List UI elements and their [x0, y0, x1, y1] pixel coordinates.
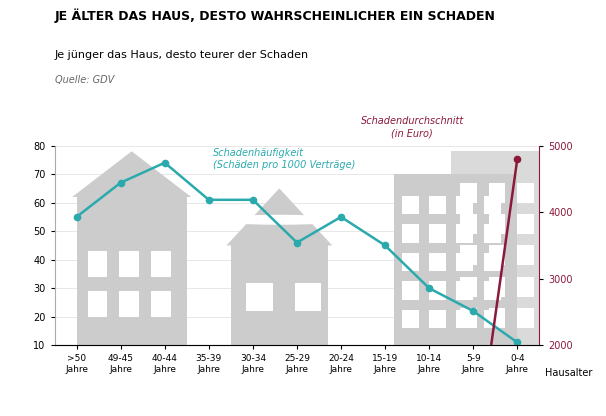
Bar — [488, 183, 505, 203]
Bar — [456, 196, 473, 214]
Bar — [402, 253, 419, 271]
Bar — [484, 253, 501, 271]
Bar — [518, 308, 534, 328]
Bar — [518, 245, 534, 265]
Bar — [460, 245, 477, 265]
Bar — [151, 251, 171, 277]
Bar — [456, 281, 473, 300]
Polygon shape — [227, 188, 332, 245]
Bar — [429, 310, 446, 328]
Bar — [231, 245, 328, 345]
Bar — [402, 196, 419, 214]
Bar — [429, 281, 446, 300]
Bar — [484, 196, 501, 214]
Text: Schadenhäufigkeit
(Schäden pro 1000 Verträge): Schadenhäufigkeit (Schäden pro 1000 Vert… — [213, 149, 356, 170]
Bar — [488, 245, 505, 265]
Bar — [518, 183, 534, 203]
Bar — [402, 281, 419, 300]
Text: Je jünger das Haus, desto teurer der Schaden: Je jünger das Haus, desto teurer der Sch… — [55, 50, 308, 60]
Bar — [488, 308, 505, 328]
Bar — [484, 281, 501, 300]
Bar — [246, 282, 273, 311]
Bar — [151, 291, 171, 317]
Bar — [488, 214, 505, 234]
Bar — [460, 183, 477, 203]
Bar — [402, 224, 419, 243]
Bar — [460, 214, 477, 234]
Bar — [88, 251, 107, 277]
Bar — [518, 277, 534, 297]
Text: JE ÄLTER DAS HAUS, DESTO WAHRSCHEINLICHER EIN SCHADEN: JE ÄLTER DAS HAUS, DESTO WAHRSCHEINLICHE… — [55, 8, 496, 23]
Bar — [295, 282, 321, 311]
Bar — [88, 291, 107, 317]
Text: Hausalter: Hausalter — [545, 368, 593, 378]
Bar — [460, 308, 477, 328]
Bar — [451, 151, 553, 345]
Bar — [402, 310, 419, 328]
Bar — [456, 310, 473, 328]
Bar — [488, 277, 505, 297]
Text: Quelle: GDV: Quelle: GDV — [55, 75, 114, 85]
Bar — [484, 224, 501, 243]
Circle shape — [213, 215, 345, 224]
Bar — [460, 277, 477, 297]
Bar — [119, 291, 139, 317]
Bar — [429, 196, 446, 214]
Bar — [429, 224, 446, 243]
Bar — [518, 214, 534, 234]
Bar — [76, 197, 187, 345]
Bar — [429, 253, 446, 271]
Bar — [394, 174, 518, 345]
Bar — [456, 224, 473, 243]
Bar — [456, 253, 473, 271]
Polygon shape — [72, 151, 191, 197]
Text: Schadendurchschnitt
(in Euro): Schadendurchschnitt (in Euro) — [361, 116, 464, 138]
Bar — [484, 310, 501, 328]
Bar — [119, 251, 139, 277]
